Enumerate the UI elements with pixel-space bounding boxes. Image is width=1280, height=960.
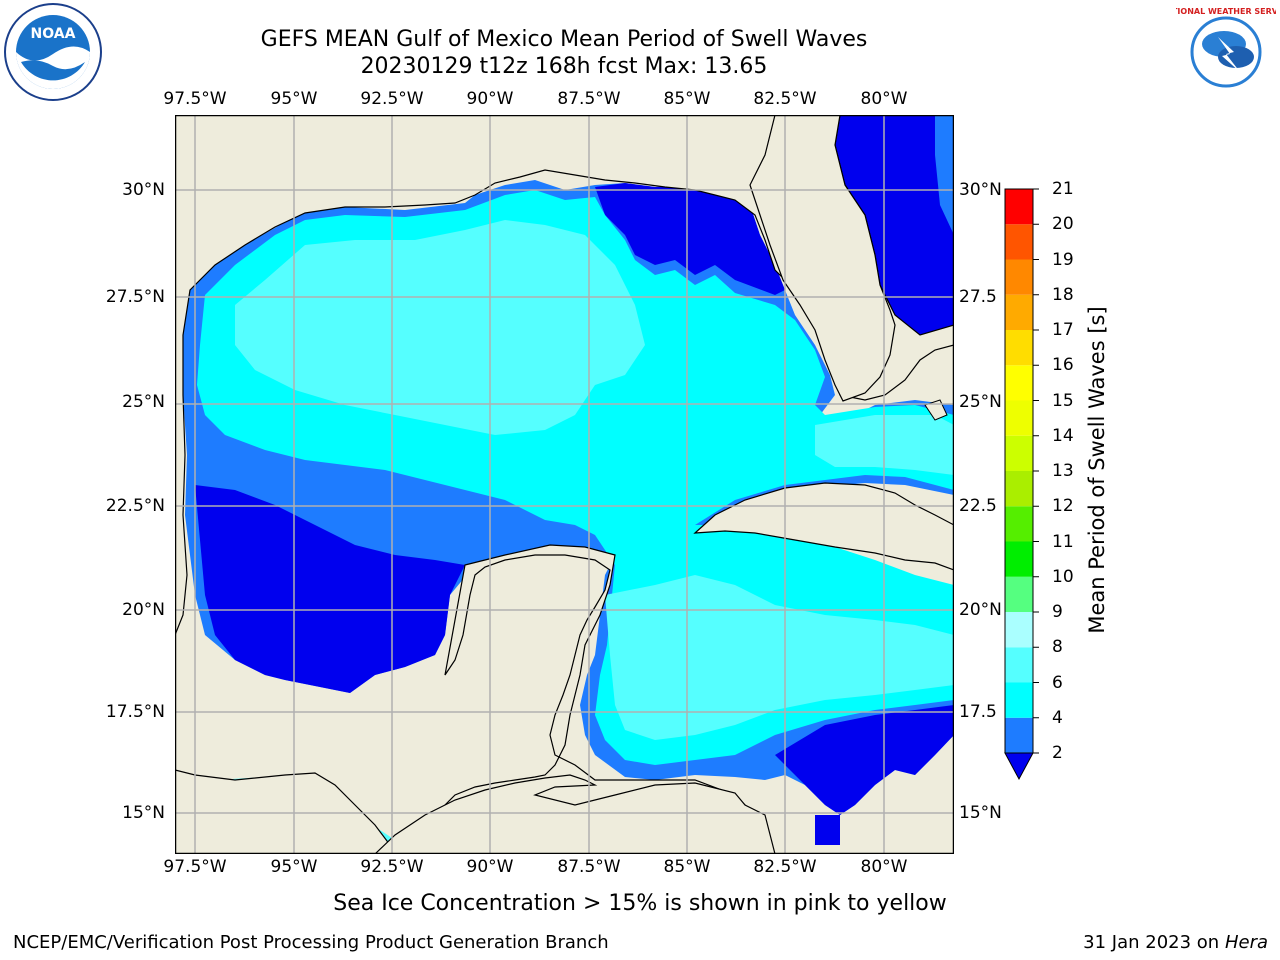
- lat-label-left: 20°N: [122, 600, 165, 620]
- colorbar-tick-label: 13: [1052, 461, 1074, 481]
- colorbar-tick-label: 2: [1052, 743, 1063, 763]
- lon-label-top: 92.5°W: [360, 89, 424, 109]
- colorbar-tick-label: 18: [1052, 284, 1074, 305]
- graticule: [175, 115, 954, 854]
- colorbar-segment: [1005, 682, 1033, 718]
- caribbean-swell-2-4-b: [815, 815, 840, 845]
- lon-label-top: 97.5°W: [163, 89, 227, 109]
- lon-label-top: 90°W: [466, 89, 514, 109]
- colorbar-tick-label: 6: [1052, 672, 1063, 693]
- west-gulf-swell-2-4: [195, 485, 465, 693]
- colorbar-segment: [1005, 400, 1033, 436]
- atlantic-swell-2-4: [835, 115, 954, 335]
- lat-label-right: 15°N: [959, 803, 1002, 823]
- noaa-logo: NOAA: [4, 3, 102, 101]
- colorbar-tick-label: 10: [1052, 566, 1074, 587]
- colorbar-tick-label: 14: [1052, 425, 1074, 446]
- caribbean-swell-8-9: [605, 575, 954, 740]
- east-gulf-swell-2-4: [595, 183, 785, 295]
- colorbar-tick-label: 4: [1052, 707, 1063, 728]
- map-frame: [175, 115, 954, 854]
- colorbar-segment: [1005, 224, 1033, 260]
- colorbar-segment: [1005, 330, 1033, 366]
- colorbar-segment: [1005, 647, 1033, 683]
- noaa-logo-text: NOAA: [31, 26, 76, 42]
- credit-left: NCEP/EMC/Verification Post Processing Pr…: [13, 932, 609, 953]
- map-subtitle: 20230129 t12z 168h fcst Max: 13.65: [360, 54, 768, 79]
- lat-label-left: 27.5°N: [105, 287, 165, 307]
- colorbar-tick-label: 8: [1052, 637, 1063, 658]
- lon-label-bottom: 92.5°W: [360, 857, 424, 877]
- colorbar-extend-arrow: [1004, 752, 1034, 781]
- colorbar-title: Mean Period of Swell Waves [s]: [1085, 306, 1109, 634]
- lat-label-right: 20°N: [959, 600, 1002, 620]
- lat-label-right: 25°N: [959, 392, 1002, 412]
- colorbar-tick-label: 15: [1052, 390, 1074, 411]
- lon-label-bottom: 82.5°W: [753, 857, 817, 877]
- colorbar-tick-label: 9: [1052, 602, 1063, 622]
- map-title: GEFS MEAN Gulf of Mexico Mean Period of …: [260, 27, 868, 52]
- lon-label-bottom: 97.5°W: [163, 857, 227, 877]
- colorbar-tick-label: 20: [1052, 214, 1074, 235]
- colorbar-segment: [1005, 717, 1033, 753]
- sea-ice-footnote: Sea Ice Concentration > 15% is shown in …: [333, 891, 947, 916]
- lat-label-left: 30°N: [122, 180, 165, 200]
- lat-label-right: 22.5: [959, 496, 997, 516]
- lat-label-right: 17.5: [959, 702, 997, 722]
- florida-land: [749, 115, 896, 402]
- colorbar-tick-label: 21: [1052, 179, 1074, 199]
- lon-label-bottom: 87.5°W: [557, 857, 621, 877]
- lat-label-left: 17.5°N: [105, 702, 165, 722]
- lat-label-left: 22.5°N: [105, 496, 165, 516]
- lat-label-left: 15°N: [122, 803, 165, 823]
- lon-label-bottom: 90°W: [466, 857, 514, 877]
- colorbar-segment: [1005, 612, 1033, 648]
- colorbar-segment: [1005, 506, 1033, 542]
- lon-label-top: 82.5°W: [753, 89, 817, 109]
- central-america-land: [374, 774, 776, 854]
- andros-land: [924, 399, 948, 421]
- colorbar-tick-label: 16: [1052, 355, 1074, 376]
- credit-right: 31 Jan 2023 on Hera: [1083, 932, 1268, 953]
- colorbar-segment: [1005, 435, 1033, 471]
- nws-logo: NATIONAL WEATHER SERVICE: [1176, 5, 1276, 99]
- colorbar-segment: [1005, 365, 1033, 401]
- lon-label-bottom: 95°W: [270, 857, 318, 877]
- colorbar-segment: [1005, 294, 1033, 330]
- lon-label-top: 80°W: [860, 89, 908, 109]
- credit-host: Hera: [1224, 932, 1268, 953]
- colorbar-segment: [1005, 471, 1033, 507]
- colorbar-tick-label: 11: [1052, 531, 1074, 552]
- lon-label-top: 85°W: [663, 89, 711, 109]
- lon-label-top: 95°W: [270, 89, 318, 109]
- gulf-swell-8-9: [235, 220, 645, 435]
- colorbar-segment: [1005, 189, 1033, 225]
- us-land: [175, 115, 954, 636]
- colorbar-segment: [1005, 259, 1033, 295]
- lon-label-bottom: 85°W: [663, 857, 711, 877]
- caribbean-swell-2-4: [775, 705, 954, 815]
- lat-label-left: 25°N: [122, 392, 165, 412]
- colorbar-segment: [1005, 541, 1033, 577]
- lon-label-top: 87.5°W: [557, 89, 621, 109]
- lat-label-right: 27.5: [959, 287, 997, 307]
- lat-label-right: 30°N: [959, 180, 1002, 200]
- map-plot: [175, 115, 954, 854]
- colorbar-tick-label: 12: [1052, 496, 1074, 517]
- colorbar-tick-label: 19: [1052, 249, 1074, 270]
- lon-label-bottom: 80°W: [860, 857, 908, 877]
- atlantic-swell-4-6: [935, 115, 954, 235]
- credit-date: 31 Jan 2023 on: [1083, 932, 1225, 953]
- colorbar-tick-label: 17: [1052, 320, 1074, 340]
- colorbar: [1004, 188, 1039, 781]
- colorbar-segment: [1005, 576, 1033, 612]
- nws-logo-text: NATIONAL WEATHER SERVICE: [1176, 7, 1276, 16]
